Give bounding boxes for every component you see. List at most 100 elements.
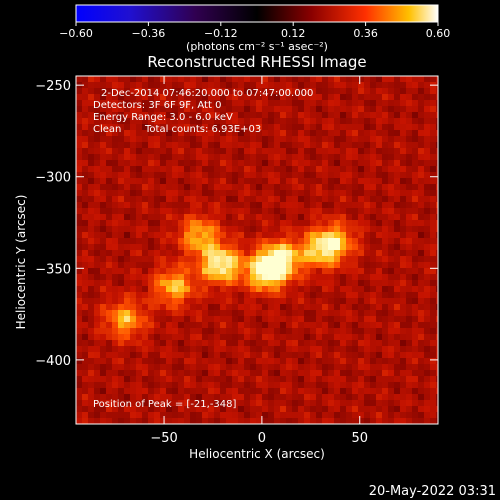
heatmap-cell: [202, 418, 208, 424]
heatmap-cell: [214, 286, 220, 292]
heatmap-cell: [142, 298, 148, 304]
heatmap-cell: [130, 298, 136, 304]
heatmap-cell: [172, 250, 178, 256]
colorbar: [75, 4, 439, 23]
heatmap-cell: [340, 286, 346, 292]
heatmap-cell: [142, 124, 148, 130]
heatmap-cell: [202, 130, 208, 136]
heatmap-cell: [436, 220, 438, 226]
heatmap-cell: [112, 118, 118, 124]
heatmap-cell: [424, 316, 430, 322]
heatmap-cell: [112, 268, 118, 274]
heatmap-cell: [346, 370, 352, 376]
heatmap-cell: [370, 160, 376, 166]
heatmap-cell: [346, 382, 352, 388]
heatmap-cell: [166, 406, 172, 412]
heatmap-cell: [232, 106, 238, 112]
heatmap-cell: [412, 196, 418, 202]
heatmap-cell: [256, 298, 262, 304]
heatmap-cell: [208, 232, 214, 238]
heatmap-cell: [304, 352, 310, 358]
heatmap-cell: [436, 268, 438, 274]
heatmap-cell: [364, 328, 370, 334]
heatmap-cell: [214, 376, 220, 382]
heatmap-cell: [208, 262, 214, 268]
heatmap-cell: [304, 334, 310, 340]
heatmap-cell: [100, 124, 106, 130]
heatmap-cell: [148, 106, 154, 112]
heatmap-cell: [214, 136, 220, 142]
heatmap-cell: [262, 160, 268, 166]
heatmap-cell: [196, 184, 202, 190]
heatmap-cell: [328, 88, 334, 94]
heatmap-cell: [244, 406, 250, 412]
heatmap-cell: [394, 382, 400, 388]
heatmap-cell: [154, 208, 160, 214]
heatmap-cell: [178, 346, 184, 352]
heatmap-cell: [160, 118, 166, 124]
heatmap-cell: [430, 262, 436, 268]
heatmap-cell: [238, 322, 244, 328]
heatmap-cell: [436, 232, 438, 238]
heatmap-cell: [376, 118, 382, 124]
heatmap-cell: [250, 364, 256, 370]
heatmap-cell: [262, 304, 268, 310]
heatmap-cell: [364, 346, 370, 352]
heatmap-cell: [214, 160, 220, 166]
heatmap-cell: [412, 166, 418, 172]
heatmap-cell: [424, 268, 430, 274]
heatmap-cell: [94, 136, 100, 142]
heatmap-cell: [244, 232, 250, 238]
heatmap-cell: [136, 130, 142, 136]
heatmap-cell: [118, 208, 124, 214]
heatmap-cell: [340, 352, 346, 358]
heatmap-cell: [412, 376, 418, 382]
heatmap-cell: [172, 94, 178, 100]
heatmap-cell: [148, 94, 154, 100]
heatmap-cell: [76, 376, 82, 382]
heatmap-cell: [130, 196, 136, 202]
heatmap-cell: [220, 166, 226, 172]
heatmap-cell: [238, 220, 244, 226]
heatmap-cell: [202, 226, 208, 232]
heatmap-cell: [394, 136, 400, 142]
heatmap-cell: [334, 130, 340, 136]
heatmap-cell: [328, 400, 334, 406]
heatmap-cell: [94, 400, 100, 406]
heatmap-cell: [370, 190, 376, 196]
heatmap-cell: [142, 268, 148, 274]
heatmap-cell: [166, 184, 172, 190]
heatmap-cell: [262, 316, 268, 322]
heatmap-cell: [418, 172, 424, 178]
heatmap-cell: [244, 154, 250, 160]
heatmap-cell: [142, 202, 148, 208]
heatmap-cell: [238, 124, 244, 130]
heatmap-cell: [334, 94, 340, 100]
heatmap-cell: [394, 268, 400, 274]
heatmap-cell: [226, 154, 232, 160]
heatmap-cell: [166, 196, 172, 202]
heatmap-cell: [214, 82, 220, 88]
heatmap-cell: [178, 274, 184, 280]
heatmap-cell: [250, 340, 256, 346]
heatmap-cell: [418, 154, 424, 160]
heatmap-cell: [394, 148, 400, 154]
heatmap-cell: [196, 340, 202, 346]
heatmap-cell: [214, 418, 220, 424]
heatmap-cell: [190, 166, 196, 172]
heatmap-cell: [268, 316, 274, 322]
heatmap-cell: [292, 250, 298, 256]
heatmap-cell: [436, 334, 438, 340]
heatmap-cell: [418, 292, 424, 298]
heatmap-cell: [304, 130, 310, 136]
heatmap-cell: [346, 100, 352, 106]
heatmap-cell: [364, 352, 370, 358]
heatmap-cell: [298, 166, 304, 172]
heatmap-cell: [316, 412, 322, 418]
heatmap-cell: [244, 256, 250, 262]
heatmap-cell: [142, 178, 148, 184]
heatmap-cell: [436, 256, 438, 262]
heatmap-cell: [196, 178, 202, 184]
heatmap-cell: [82, 280, 88, 286]
heatmap-cell: [268, 160, 274, 166]
